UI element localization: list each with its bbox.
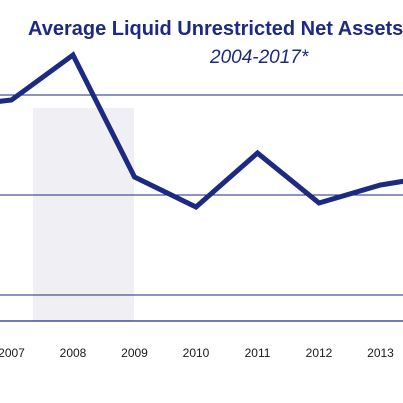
highlight-band: [33, 108, 134, 321]
x-tick-label-2009: 2009: [121, 346, 148, 360]
x-tick-label-2007: 2007: [0, 346, 25, 360]
x-tick-label-2010: 2010: [183, 346, 210, 360]
x-tick-label-2008: 2008: [60, 346, 87, 360]
x-tick-label-2012: 2012: [306, 346, 333, 360]
x-tick-label-2013: 2013: [367, 346, 394, 360]
x-tick-label-2011: 2011: [245, 346, 271, 360]
